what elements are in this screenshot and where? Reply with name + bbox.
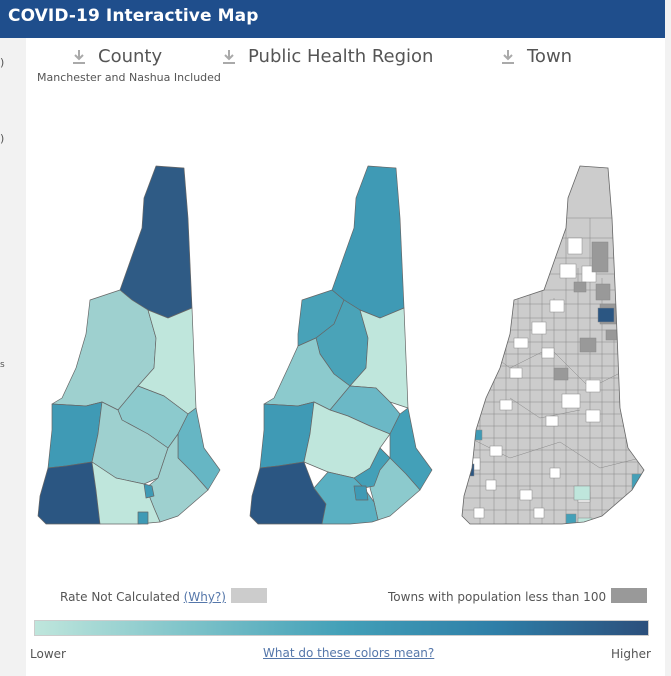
county-cheshire[interactable] — [37, 461, 101, 525]
region-header[interactable]: Public Health Region — [222, 46, 433, 67]
county-subtitle: Manchester and Nashua Included — [37, 71, 221, 84]
no-rate-swatch — [231, 588, 267, 603]
town-header[interactable]: Town — [501, 46, 572, 67]
download-icon[interactable] — [222, 49, 236, 65]
rate-not-calculated-legend: Rate Not Calculated (Why?) — [60, 590, 226, 604]
title-bar: COVID-19 Interactive Map — [0, 0, 665, 38]
color-scale-bar — [34, 620, 649, 636]
right-edge — [665, 0, 671, 676]
why-link[interactable]: (Why?) — [183, 590, 226, 604]
county-hillsborough[interactable] — [91, 461, 161, 525]
town-map — [461, 165, 645, 525]
region-manchester[interactable] — [353, 485, 369, 501]
maps-svg — [37, 165, 645, 525]
region-label: Public Health Region — [248, 46, 434, 67]
county-nashua[interactable] — [137, 511, 149, 525]
colors-explanation-link[interactable]: What do these colors mean? — [263, 646, 435, 660]
county-manchester[interactable] — [143, 483, 155, 499]
town-map-outline — [461, 165, 645, 525]
scale-high-label: Higher — [611, 647, 651, 661]
town-label: Town — [527, 46, 573, 67]
region-greater-nashua[interactable] — [313, 471, 379, 525]
county-map — [37, 165, 221, 525]
region-monadnock[interactable] — [249, 461, 327, 525]
small-towns-label: Towns with population less than 100 — [388, 590, 607, 604]
scale-low-label: Lower — [30, 647, 66, 661]
small-town-swatch — [611, 588, 647, 603]
download-icon[interactable] — [72, 49, 86, 65]
county-header[interactable]: County — [72, 46, 162, 67]
county-label: County — [98, 46, 163, 67]
county-coos[interactable] — [119, 165, 193, 319]
rate-not-calculated-label: Rate Not Calculated — [60, 590, 180, 604]
side-panel-mark: ) — [0, 56, 5, 69]
download-icon[interactable] — [501, 49, 515, 65]
collapsed-side-panel[interactable]: ) ) s — [0, 38, 26, 676]
page-title: COVID-19 Interactive Map — [8, 6, 259, 26]
side-panel-mark: ) — [0, 132, 5, 145]
side-panel-mark: s — [0, 360, 5, 370]
region-north-country[interactable] — [331, 165, 405, 319]
map-panel: County Manchester and Nashua Included Pu… — [26, 38, 665, 676]
region-map — [249, 165, 433, 525]
towns-no-rate — [467, 237, 601, 519]
